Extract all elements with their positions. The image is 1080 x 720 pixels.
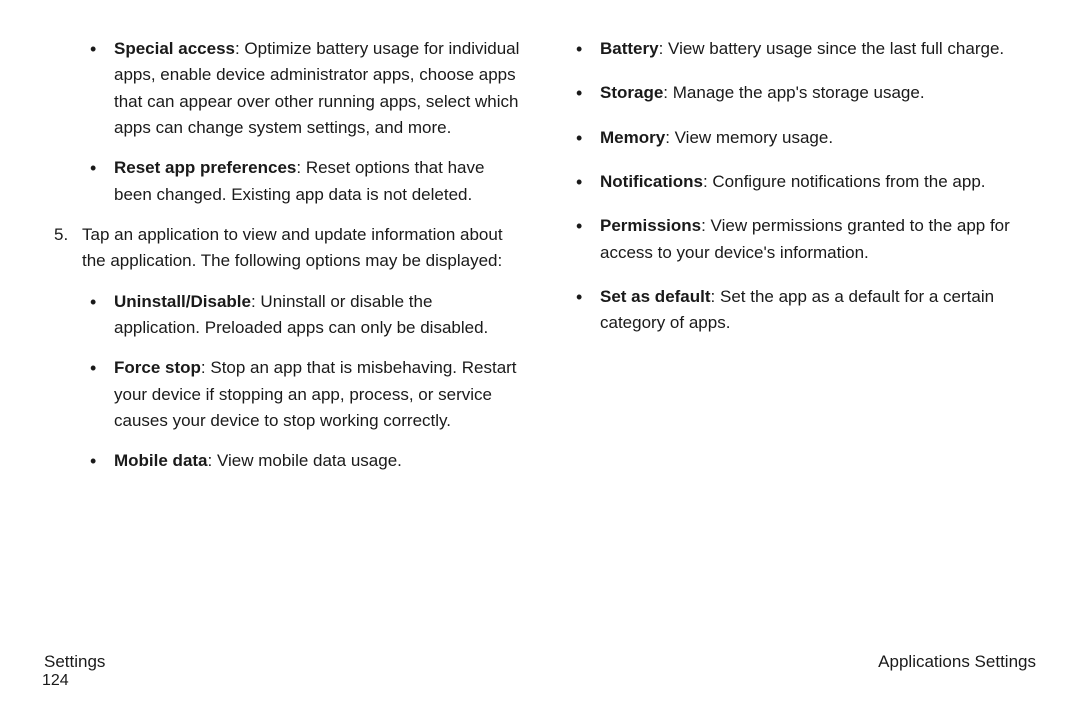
- bullet-memory: Memory: View memory usage.: [576, 125, 1038, 151]
- footer-right: Applications Settings: [878, 652, 1036, 672]
- step-number: 5.: [54, 222, 82, 275]
- step-text: Tap an application to view and update in…: [82, 222, 522, 275]
- bullet-text: : View mobile data usage.: [208, 451, 402, 470]
- bullet-text: : Configure notifications from the app.: [703, 172, 986, 191]
- left-column: Special access: Optimize battery usage f…: [42, 36, 522, 642]
- bullet-storage: Storage: Manage the app's storage usage.: [576, 80, 1038, 106]
- bullet-label: Special access: [114, 39, 235, 58]
- bullet-label: Reset app preferences: [114, 158, 296, 177]
- bullet-label: Battery: [600, 39, 659, 58]
- bullet-label: Notifications: [600, 172, 703, 191]
- bullet-uninstall-disable: Uninstall/Disable: Uninstall or disable …: [90, 289, 522, 342]
- bullet-permissions: Permissions: View permissions granted to…: [576, 213, 1038, 266]
- bullet-label: Set as default: [600, 287, 711, 306]
- top-bullet-list: Special access: Optimize battery usage f…: [90, 36, 522, 208]
- footer-left: Settings: [44, 652, 105, 672]
- bullet-battery: Battery: View battery usage since the la…: [576, 36, 1038, 62]
- manual-page: Special access: Optimize battery usage f…: [0, 0, 1080, 720]
- sub-bullet-list: Uninstall/Disable: Uninstall or disable …: [90, 289, 522, 475]
- bullet-label: Mobile data: [114, 451, 208, 470]
- bullet-label: Permissions: [600, 216, 701, 235]
- content-columns: Special access: Optimize battery usage f…: [42, 36, 1038, 642]
- bullet-mobile-data: Mobile data: View mobile data usage.: [90, 448, 522, 474]
- right-bullet-list: Battery: View battery usage since the la…: [576, 36, 1038, 337]
- bullet-label: Memory: [600, 128, 665, 147]
- bullet-label: Storage: [600, 83, 663, 102]
- bullet-label: Uninstall/Disable: [114, 292, 251, 311]
- bullet-text: : Manage the app's storage usage.: [663, 83, 924, 102]
- bullet-force-stop: Force stop: Stop an app that is misbehav…: [90, 355, 522, 434]
- bullet-reset-app-preferences: Reset app preferences: Reset options tha…: [90, 155, 522, 208]
- bullet-label: Force stop: [114, 358, 201, 377]
- step-5: 5. Tap an application to view and update…: [54, 222, 522, 275]
- footer-page-number: 124: [42, 672, 1038, 690]
- page-footer: Settings Applications Settings 124: [42, 652, 1038, 690]
- bullet-text: : View memory usage.: [665, 128, 833, 147]
- bullet-text: : View battery usage since the last full…: [659, 39, 1005, 58]
- right-column: Battery: View battery usage since the la…: [558, 36, 1038, 642]
- bullet-special-access: Special access: Optimize battery usage f…: [90, 36, 522, 141]
- bullet-notifications: Notifications: Configure notifications f…: [576, 169, 1038, 195]
- bullet-set-as-default: Set as default: Set the app as a default…: [576, 284, 1038, 337]
